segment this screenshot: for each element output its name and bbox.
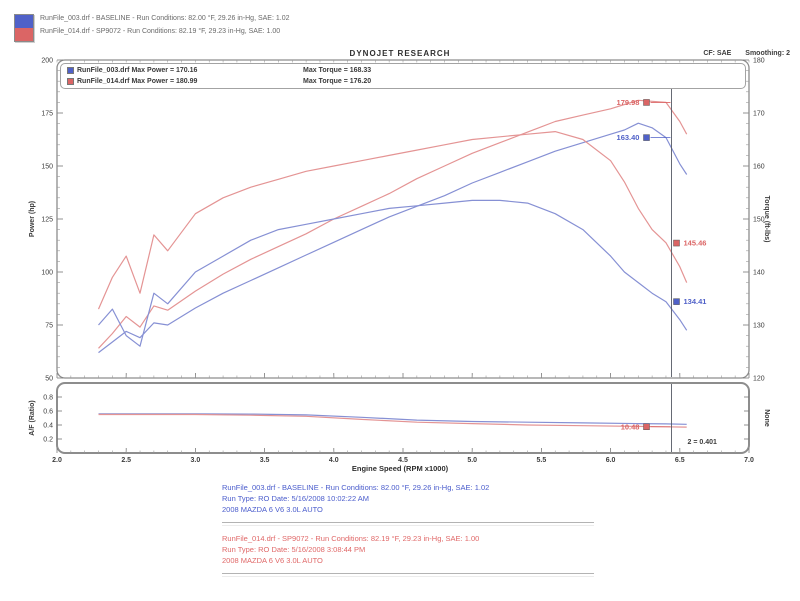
svg-text:130: 130: [753, 323, 765, 330]
footer-block-modified: RunFile_014.drf - SP9072 - Run Condition…: [222, 533, 594, 566]
runfile-icon-blue-half: [15, 15, 33, 28]
corner-info: CF: SAE Smoothing: 2: [691, 50, 790, 57]
svg-text:3.5: 3.5: [260, 457, 270, 464]
svg-text:2.0: 2.0: [52, 457, 62, 464]
af-axis-title: A/F (Ratio): [29, 400, 36, 435]
x-axis-title: Engine Speed (RPM x1000): [351, 464, 449, 473]
legend-modified-torque: Max Torque = 176.20: [303, 77, 372, 85]
svg-text:5.0: 5.0: [467, 457, 477, 464]
chart-legend: RunFile_003.drf Max Power = 170.16 Max T…: [60, 63, 746, 89]
svg-text:50: 50: [45, 376, 53, 383]
footer-divider: [222, 573, 594, 577]
svg-text:175: 175: [41, 111, 53, 118]
svg-text:140: 140: [753, 270, 765, 277]
runfile-icon: [14, 14, 34, 42]
svg-text:180: 180: [753, 58, 765, 65]
af-cursor-readout: 2 = 0.401: [687, 439, 716, 446]
legend-swatch-blue: [67, 67, 74, 75]
svg-text:7.0: 7.0: [744, 457, 754, 464]
footer-line: 2008 MAZDA 6 V6 3.0L AUTO: [222, 556, 323, 565]
header-run-lines: RunFile_003.drf - BASELINE - Run Conditi…: [40, 12, 290, 38]
curve-runfile-003-drf-torque: [98, 199, 688, 347]
legend-baseline-power: RunFile_003.drf Max Power = 170.16: [77, 67, 198, 75]
svg-text:6.5: 6.5: [675, 457, 685, 464]
footer-divider: [222, 522, 594, 526]
runfile-icon-red-half: [15, 28, 33, 41]
legend-baseline-torque: Max Torque = 168.33: [303, 67, 372, 75]
footer-line: Run Type: RO Date: 5/16/2008 10:02:22 AM: [222, 494, 370, 503]
smoothing-label: Smoothing: 2: [745, 50, 790, 57]
svg-text:0.8: 0.8: [43, 395, 53, 402]
af-right-axis-title: None: [763, 409, 770, 427]
svg-text:100: 100: [41, 270, 53, 277]
curve-runfile-014-drf-a-f: [98, 413, 687, 428]
footer-line: Run Type: RO Date: 5/16/2008 3:08:44 PM: [222, 545, 366, 554]
cursor-value-label: 145.46: [683, 239, 706, 248]
curve-runfile-003-drf-a-f: [98, 413, 687, 425]
svg-text:150: 150: [753, 217, 765, 224]
header-run-modified: RunFile_014.drf - SP9072 - Run Condition…: [40, 28, 281, 35]
y-axis-ticks: 200 175 150 125 100 75 50 180 170 160 150 140 130 120…: [41, 58, 764, 444]
footer-line: 2008 MAZDA 6 V6 3.0L AUTO: [222, 505, 323, 514]
svg-text:4.5: 4.5: [398, 457, 408, 464]
svg-text:5.5: 5.5: [537, 457, 547, 464]
correction-factor-label: CF: SAE: [703, 50, 732, 57]
cursor-value-label: 134.41: [683, 297, 706, 306]
cursor-value-label: 163.40: [617, 133, 640, 142]
svg-text:120: 120: [753, 376, 765, 383]
x-axis-ticks: 2.0 2.5 3.0 3.5 4.0 4.5 5.0 5.5 6.0 6.5 7.0: [52, 60, 754, 464]
svg-text:160: 160: [753, 164, 765, 171]
curve-runfile-014-drf-torque: [97, 131, 688, 310]
legend-row-modified: RunFile_014.drf Max Power = 180.99 Max T…: [61, 76, 745, 86]
svg-text:170: 170: [753, 111, 765, 118]
power-axis-title: Power (hp): [29, 201, 36, 237]
footer-run-details: RunFile_003.drf - BASELINE - Run Conditi…: [222, 482, 594, 584]
svg-text:4.0: 4.0: [329, 457, 339, 464]
svg-text:0.2: 0.2: [43, 437, 53, 444]
legend-modified-power: RunFile_014.drf Max Power = 180.99: [77, 77, 198, 85]
svg-text:200: 200: [41, 58, 53, 65]
svg-text:0.6: 0.6: [43, 409, 53, 416]
footer-block-baseline: RunFile_003.drf - BASELINE - Run Conditi…: [222, 482, 594, 515]
curve-runfile-003-drf-power: [98, 122, 688, 354]
svg-text:6.0: 6.0: [606, 457, 616, 464]
legend-row-baseline: RunFile_003.drf Max Power = 170.16 Max T…: [61, 66, 745, 76]
footer-line: RunFile_003.drf - BASELINE - Run Conditi…: [222, 483, 490, 492]
svg-text:2.5: 2.5: [121, 457, 131, 464]
cursor-value-label: 10.48: [621, 422, 640, 431]
af-plot-frame: [56, 382, 750, 454]
curve-runfile-014-drf-power: [98, 99, 688, 349]
cursor-value-label: 179.98: [617, 98, 640, 107]
header-run-baseline: RunFile_003.drf - BASELINE - Run Conditi…: [40, 15, 290, 22]
svg-text:75: 75: [45, 323, 53, 330]
footer-line: RunFile_014.drf - SP9072 - Run Condition…: [222, 534, 480, 543]
svg-text:3.0: 3.0: [191, 457, 201, 464]
torque-axis-title: Torque (ft-lbs): [763, 196, 770, 243]
page-title: DYNOJET RESEARCH: [349, 49, 451, 58]
legend-swatch-red: [67, 77, 74, 85]
svg-text:125: 125: [41, 217, 53, 224]
svg-text:150: 150: [41, 164, 53, 171]
svg-text:0.4: 0.4: [43, 423, 53, 430]
